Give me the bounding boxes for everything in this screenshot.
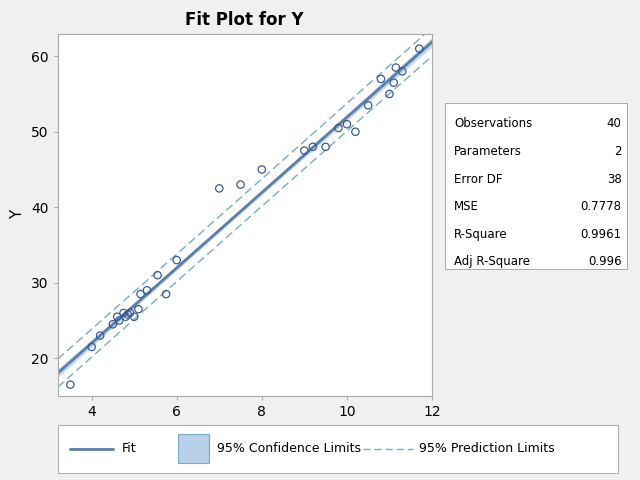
Point: [388, 79, 399, 86]
Text: MSE: MSE: [454, 200, 479, 213]
Text: 40: 40: [607, 118, 621, 131]
Bar: [178, 434, 209, 463]
Point: [350, 128, 360, 135]
Text: 95% Prediction Limits: 95% Prediction Limits: [419, 442, 554, 456]
Y-axis label: Y: Y: [10, 210, 26, 219]
Point: [95, 332, 105, 339]
Point: [114, 317, 124, 324]
Point: [86, 343, 97, 351]
Point: [118, 309, 129, 317]
Point: [214, 184, 225, 192]
Title: Fit Plot for Y: Fit Plot for Y: [186, 11, 304, 29]
Point: [308, 143, 318, 151]
Point: [65, 381, 76, 388]
X-axis label: X: X: [239, 425, 250, 440]
Text: 0.9961: 0.9961: [580, 228, 621, 241]
Point: [321, 143, 331, 151]
Text: 2: 2: [614, 145, 621, 158]
Point: [125, 309, 135, 317]
Point: [152, 271, 163, 279]
Text: Adj R-Square: Adj R-Square: [454, 255, 530, 268]
Point: [129, 313, 140, 321]
Text: Observations: Observations: [454, 118, 532, 131]
Point: [108, 321, 118, 328]
Text: 0.7778: 0.7778: [580, 200, 621, 213]
Point: [333, 124, 344, 132]
Text: Parameters: Parameters: [454, 145, 522, 158]
Point: [300, 147, 310, 155]
Point: [112, 313, 122, 321]
Point: [397, 68, 407, 75]
Point: [342, 120, 352, 128]
Text: R-Square: R-Square: [454, 228, 508, 241]
Text: Fit: Fit: [122, 442, 136, 456]
Point: [136, 290, 146, 298]
Point: [142, 287, 152, 294]
Point: [133, 305, 143, 313]
Point: [172, 256, 182, 264]
Text: 95% Confidence Limits: 95% Confidence Limits: [217, 442, 361, 456]
Text: 0.996: 0.996: [588, 255, 621, 268]
Point: [363, 101, 373, 109]
Point: [123, 311, 133, 318]
Point: [385, 90, 395, 98]
Point: [376, 75, 386, 83]
Text: 38: 38: [607, 173, 621, 186]
Point: [414, 45, 424, 52]
Point: [236, 181, 246, 189]
Point: [120, 313, 131, 321]
Point: [161, 290, 172, 298]
Point: [390, 64, 401, 72]
Point: [257, 166, 267, 173]
Text: Error DF: Error DF: [454, 173, 502, 186]
